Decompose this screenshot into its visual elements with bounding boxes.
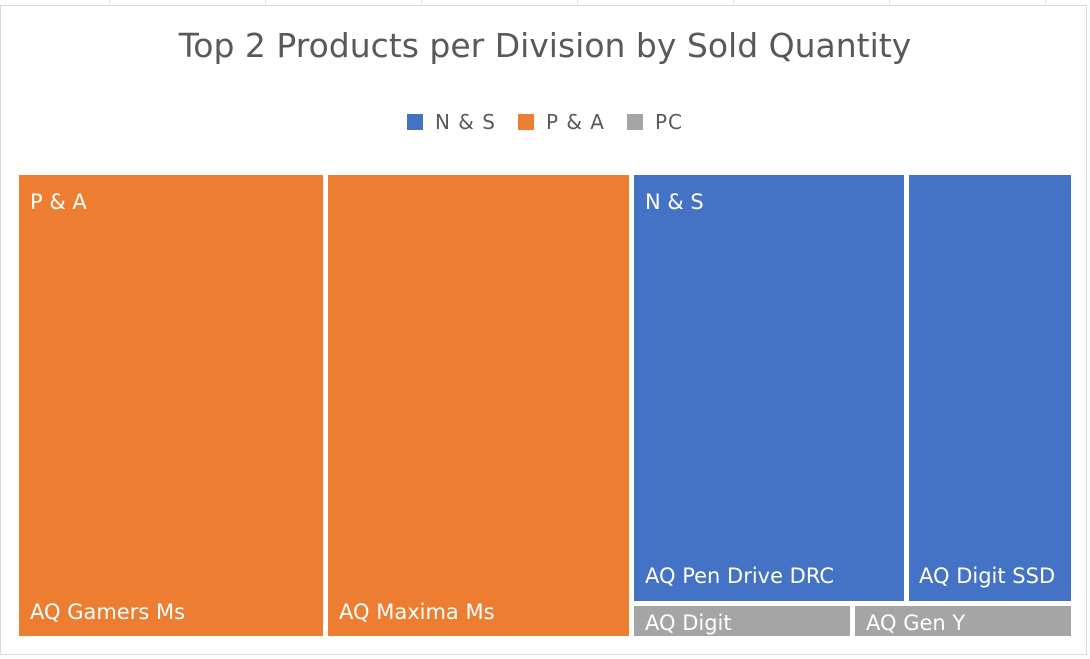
legend-label-ns: N & S xyxy=(434,110,496,134)
tile-rect xyxy=(909,175,1071,601)
gridline xyxy=(577,0,578,6)
tile-label-aq-pen-drive-drc: AQ Pen Drive DRC xyxy=(645,564,834,588)
legend-item-ns[interactable]: N & S xyxy=(406,110,496,134)
tile-rect xyxy=(19,175,323,636)
tile-label-aq-maxima-ms: AQ Maxima Ms xyxy=(339,600,495,624)
tile-aq-digit[interactable]: AQ Digit xyxy=(634,606,850,636)
group-label-ns: N & S xyxy=(645,190,704,214)
gridline xyxy=(889,0,890,6)
gridline xyxy=(421,0,422,6)
legend-item-pa[interactable]: P & A xyxy=(517,110,605,134)
group-label-pa: P & A xyxy=(30,190,87,214)
tile-label-aq-digit-ssd: AQ Digit SSD xyxy=(919,564,1055,588)
legend-label-pa: P & A xyxy=(545,110,605,134)
tile-label-aq-gamers-ms: AQ Gamers Ms xyxy=(30,600,185,624)
tile-aq-pen-drive-drc[interactable]: N & S AQ Pen Drive DRC xyxy=(634,175,904,601)
legend-swatch-pa xyxy=(517,114,534,130)
gridline xyxy=(265,0,266,6)
legend: N & S P & A PC xyxy=(0,110,1090,134)
gridline xyxy=(1045,0,1046,6)
gridline xyxy=(109,0,110,6)
legend-item-pc[interactable]: PC xyxy=(627,110,683,134)
legend-label-pc: PC xyxy=(655,110,684,134)
tile-aq-gamers-ms[interactable]: P & A AQ Gamers Ms xyxy=(19,175,323,636)
tile-aq-gen-y[interactable]: AQ Gen Y xyxy=(855,606,1071,636)
legend-swatch-pc xyxy=(627,114,643,130)
tile-aq-maxima-ms[interactable]: AQ Maxima Ms xyxy=(328,175,629,636)
tile-label-aq-digit: AQ Digit xyxy=(645,611,732,635)
gridline xyxy=(733,0,734,6)
tile-rect xyxy=(634,606,850,636)
legend-swatch-ns xyxy=(406,114,423,130)
chart-title: Top 2 Products per Division by Sold Quan… xyxy=(178,26,912,65)
tile-rect xyxy=(634,175,904,601)
tile-rect xyxy=(855,606,1071,636)
tile-label-aq-gen-y: AQ Gen Y xyxy=(866,611,965,635)
tile-aq-digit-ssd[interactable]: AQ Digit SSD xyxy=(909,175,1071,601)
tile-rect xyxy=(328,175,629,636)
